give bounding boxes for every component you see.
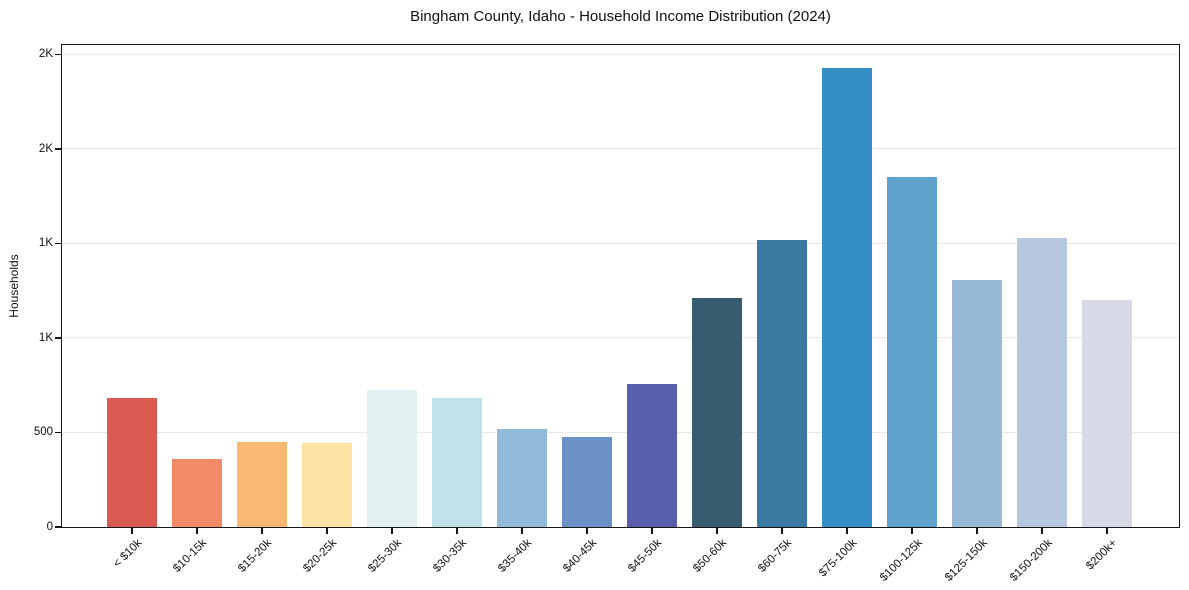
bar <box>562 437 612 527</box>
x-axis-tick <box>976 528 978 534</box>
x-tick-label: $125-150k <box>942 537 990 584</box>
bar <box>1017 237 1067 527</box>
x-axis-tick <box>586 528 588 534</box>
bar <box>952 280 1002 527</box>
x-tick-label: $75-100k <box>817 537 860 580</box>
y-axis-tick <box>55 431 61 434</box>
gridline <box>62 242 1179 244</box>
bar <box>822 68 872 527</box>
x-tick-label: $35-40k <box>496 537 535 575</box>
bar <box>627 383 677 527</box>
bar <box>432 398 482 527</box>
x-tick-label: $45-50k <box>626 537 665 575</box>
x-tick-label: $50-60k <box>691 537 730 575</box>
gridline <box>62 148 1179 150</box>
plot-area <box>62 45 1179 527</box>
gridline <box>62 432 1179 433</box>
y-axis-tick <box>55 526 61 528</box>
y-tick-label: 1K <box>38 237 53 250</box>
x-tick-label: $15-20k <box>236 537 275 575</box>
x-tick-label: $150-200k <box>1007 537 1055 584</box>
x-tick-label: < $10k <box>111 537 145 571</box>
y-axis-tick <box>55 53 61 56</box>
x-tick-label: $40-45k <box>561 537 600 575</box>
x-tick-label: $100-125k <box>877 537 925 584</box>
x-tick-label: $10-15k <box>171 537 210 575</box>
x-tick-label: $200k+ <box>1084 537 1120 573</box>
y-tick-label: 500 <box>33 426 53 439</box>
x-axis-tick <box>911 528 913 534</box>
bar <box>107 397 157 527</box>
x-axis-tick <box>1041 528 1043 534</box>
gridline <box>62 337 1179 339</box>
bar <box>302 443 352 527</box>
y-tick-label: 0 <box>46 521 53 533</box>
bar <box>887 176 937 527</box>
x-tick-label: $20-25k <box>301 537 340 575</box>
y-tick-label: 2K <box>38 142 53 155</box>
bar <box>757 240 807 527</box>
y-axis-tick <box>55 242 61 245</box>
x-axis-tick <box>846 528 848 534</box>
bar <box>497 428 547 527</box>
x-axis-tick <box>1106 528 1108 534</box>
bar <box>1082 300 1132 527</box>
y-tick-label: 1K <box>38 331 53 344</box>
bar <box>237 441 287 527</box>
y-tick-label: 2K <box>38 48 53 61</box>
x-axis-tick <box>521 528 523 534</box>
x-axis-tick <box>651 528 653 534</box>
x-axis-tick <box>391 528 393 534</box>
x-axis-tick <box>716 528 718 534</box>
x-tick-label: $30-35k <box>431 537 470 575</box>
bar <box>692 297 742 527</box>
bar <box>172 459 222 527</box>
x-axis-tick <box>131 528 133 534</box>
y-axis-tick <box>55 148 61 150</box>
x-tick-label: $25-30k <box>366 537 405 575</box>
gridline <box>62 53 1179 55</box>
bar <box>367 389 417 527</box>
y-axis-tick <box>55 337 61 339</box>
x-axis-tick <box>781 528 783 534</box>
x-axis-tick <box>261 528 263 534</box>
x-axis-tick <box>456 528 458 534</box>
y-axis-label: Households <box>7 254 21 318</box>
x-axis-tick <box>326 528 328 534</box>
x-tick-label: $60-75k <box>756 537 795 575</box>
x-axis-tick <box>196 528 198 534</box>
chart-title: Bingham County, Idaho - Household Income… <box>410 8 831 25</box>
